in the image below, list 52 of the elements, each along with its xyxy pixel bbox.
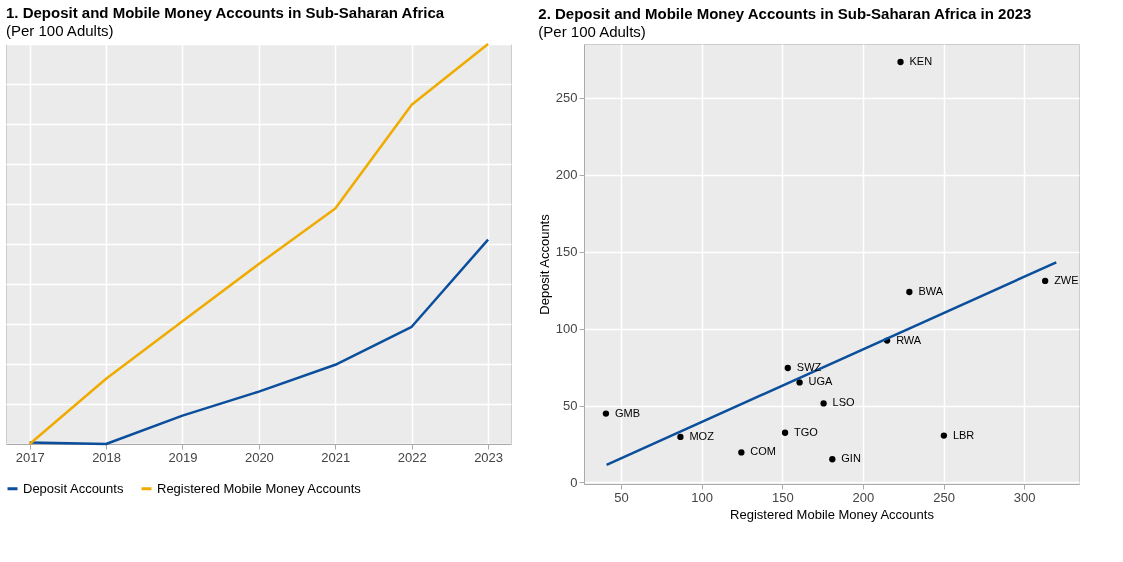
point bbox=[829, 456, 836, 463]
x-tick-label: 150 bbox=[771, 489, 794, 505]
annotation: KEN bbox=[909, 55, 933, 67]
annotation: GMB bbox=[614, 406, 640, 419]
point bbox=[796, 379, 803, 386]
point bbox=[602, 410, 610, 417]
x-tick-label: 250 bbox=[933, 489, 955, 505]
x-tick-label: 100 bbox=[691, 489, 714, 505]
point bbox=[906, 288, 913, 296]
x-tick-label: 200 bbox=[852, 489, 875, 505]
legend-label: Registered Mobile Money Accounts bbox=[157, 480, 362, 496]
x-tick-label: 2023 bbox=[474, 449, 504, 465]
annotation: RWA bbox=[896, 333, 922, 346]
chart-subtitle: (Per 100 Adults) bbox=[6, 21, 114, 39]
point bbox=[784, 364, 791, 372]
chart-subtitle: (Per 100 Adults) bbox=[538, 23, 646, 40]
annotation: GIN bbox=[841, 452, 861, 465]
y-axis-title: Deposit Accounts bbox=[536, 213, 552, 315]
annotation: TGO bbox=[794, 425, 819, 438]
point bbox=[738, 449, 745, 456]
x-tick-label: 50 bbox=[614, 489, 629, 505]
x-tick-label: 2020 bbox=[244, 449, 274, 465]
annotation: SWZ bbox=[796, 361, 822, 373]
x-tick-label: 300 bbox=[1013, 489, 1036, 505]
y-tick-label: 200 bbox=[555, 167, 578, 183]
point bbox=[820, 400, 827, 407]
annotation: BWA bbox=[918, 285, 944, 297]
point bbox=[940, 432, 948, 439]
y-tick-label: 150 bbox=[555, 244, 578, 260]
annotation: ZWE bbox=[1054, 273, 1079, 286]
y-tick-label: 250 bbox=[555, 90, 578, 106]
chart-title: 2. Deposit and Mobile Money Accounts in Sub-Saharan Africa in 2023 bbox=[538, 5, 1032, 22]
x-tick-label: 2018 bbox=[92, 449, 122, 465]
point bbox=[677, 433, 684, 441]
legend-label: Deposit Accounts bbox=[23, 480, 124, 496]
x-tick-label: 2021 bbox=[321, 449, 351, 465]
point bbox=[1041, 277, 1049, 285]
point bbox=[781, 429, 789, 436]
y-tick-label: 50 bbox=[563, 398, 578, 414]
x-tick-label: 2022 bbox=[397, 449, 427, 465]
annotation: LBR bbox=[952, 428, 975, 441]
annotation: LSO bbox=[832, 396, 856, 409]
x-axis-title: Registered Mobile Money Accounts bbox=[730, 506, 935, 522]
annotation: COM bbox=[750, 445, 777, 458]
point bbox=[897, 58, 904, 66]
chart-title: 1. Deposit and Mobile Money Accounts in Sub-Saharan Africa bbox=[6, 3, 445, 21]
annotation: MOZ bbox=[689, 429, 715, 442]
y-tick-label: 100 bbox=[555, 321, 578, 337]
x-tick-label: 2019 bbox=[168, 449, 198, 465]
annotation: UGA bbox=[808, 375, 834, 388]
x-tick-label: 2017 bbox=[15, 449, 45, 465]
y-tick-label: 0 bbox=[570, 474, 578, 490]
